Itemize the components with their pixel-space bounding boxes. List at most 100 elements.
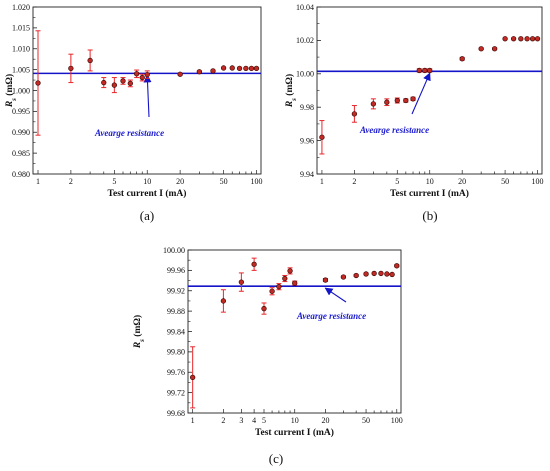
data-point [491,46,498,52]
data-point [459,56,465,62]
annotation-arrow [324,287,347,303]
data-point [220,298,227,304]
data-point [251,261,257,267]
data-point [427,67,433,74]
x-axis-label: Test current I (mA) [390,188,469,199]
data-point [410,96,416,102]
data-point [127,80,133,87]
y-tick-label: 99.68 [167,409,185,418]
plot-frame [316,6,543,175]
x-tick-label: 1 [191,416,195,425]
y-tick-label: 0.980 [12,170,30,179]
data-point [229,65,235,71]
data-point [243,65,249,72]
y-tick-label: 10.02 [296,36,314,45]
data-point [524,36,530,42]
y-tick-label: 9.94 [300,170,314,179]
data-point [190,374,196,380]
data-point [35,80,41,86]
plot-frame [187,249,402,414]
data-point [111,82,118,88]
data-point [292,280,298,286]
y-tick-label: 1.005 [12,65,30,74]
x-tick-label: 4 [252,416,256,425]
data-point [101,79,107,86]
x-tick-label: 100 [391,416,403,425]
data-point [518,36,524,42]
chart-panel-c: 99.68 99.72 99.76 99.80 99.84 99.88 99.92 99.96… [132,246,403,466]
x-tick-label: 1 [320,177,324,186]
y-tick-label: 10.00 [296,70,314,79]
data-point [422,67,428,74]
data-point [287,268,293,274]
y-tick-label: 99.84 [167,327,185,336]
y-tick-label: 1.010 [12,45,30,54]
y-tick-label: 99.92 [167,287,185,296]
data-point [120,78,126,84]
x-tick-label: 100 [250,177,262,186]
data-point [403,97,409,104]
data-point [134,71,140,77]
data-point [351,111,358,117]
y-tick-label: 99.72 [167,388,185,397]
annotation-text: Avearge resistance [359,125,429,135]
chart-panel-b: 9.94 9.96 9.98 10.00 10.02 10.04 1 2 5 10 20 50 100 T… [284,3,544,223]
annotation-arrow [411,72,431,115]
data-point [529,36,536,42]
data-point [394,97,400,104]
y-tick-label: 1.000 [12,86,30,95]
x-tick-label: 50 [362,416,370,425]
x-tick-label: 5 [112,177,116,186]
data-point [68,65,74,72]
annotation-text: Avearge resistance [296,311,366,321]
x-tick-label: 50 [220,177,228,186]
x-axis-label: Test current I (mA) [108,188,187,199]
x-tick-label: 10 [143,177,151,186]
y-axis-label: Rs (mΩ) [4,74,18,108]
y-tick-label: 0.985 [12,149,30,158]
data-point [378,270,384,277]
data-point [353,272,359,279]
data-point [478,46,484,52]
y-tick-label: 99.80 [167,348,185,357]
y-tick-label: 1.020 [12,3,30,12]
data-point [340,274,347,280]
data-point [210,68,216,74]
data-point [236,65,243,72]
data-point [248,65,255,72]
x-axis-label: Test current I (mA) [255,427,334,438]
x-tick-label: 10 [291,416,299,425]
data-point [269,288,275,294]
data-point [510,36,517,42]
data-point [177,71,183,77]
data-point [534,36,541,42]
x-tick-label: 20 [176,177,184,186]
x-tick-label: 2 [69,177,73,186]
plot-frame [32,6,262,175]
data-point [139,74,145,81]
x-tick-label: 5 [395,177,399,186]
y-tick-label: 9.98 [300,103,314,112]
y-tick-label: 100.00 [163,246,185,255]
data-point [363,271,369,277]
y-tick-label: 0.995 [12,107,30,116]
x-tick-label: 1 [36,177,40,186]
data-point [384,271,390,277]
y-tick-label: 10.04 [296,3,314,12]
data-point [238,279,245,285]
x-tick-label: 2 [352,177,356,186]
data-point [282,275,288,282]
x-tick-label: 2 [221,416,225,425]
y-tick-label: 0.990 [12,128,30,137]
data-point [87,57,93,64]
panel-caption: (a) [140,208,154,223]
data-point [371,270,377,277]
x-tick-label: 100 [532,177,544,186]
annotation-text: Avearge resistance [94,128,164,138]
panel-caption: (b) [422,208,437,223]
y-tick-label: 1.015 [12,24,30,33]
x-tick-label: 3 [239,416,243,425]
data-point [261,305,267,312]
data-point [416,67,422,74]
data-point [502,36,508,42]
